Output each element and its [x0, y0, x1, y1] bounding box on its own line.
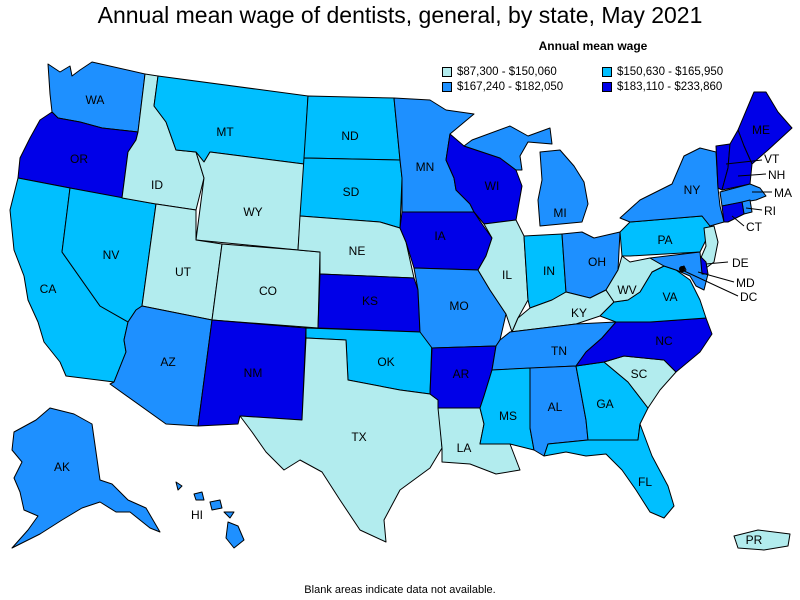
label-nh: NH [768, 168, 785, 182]
label-fl: FL [638, 475, 652, 489]
label-ne: NE [349, 244, 366, 258]
label-sc: SC [631, 367, 648, 381]
legend-label-4: $183,110 - $233,860 [617, 81, 723, 93]
legend-item-3: $167,240 - $182,050 [442, 81, 563, 93]
state-hi[interactable] [175, 481, 245, 549]
label-in: IN [543, 264, 555, 278]
label-sd: SD [343, 185, 360, 199]
label-dc: DC [740, 290, 758, 304]
label-va: VA [662, 290, 677, 304]
label-mt: MT [216, 125, 234, 139]
state-nj[interactable] [699, 225, 719, 269]
label-nd: ND [341, 129, 359, 143]
label-co: CO [259, 284, 277, 298]
legend-label-3: $167,240 - $182,050 [457, 81, 564, 93]
state-pr[interactable] [733, 529, 791, 551]
label-ny: NY [684, 183, 701, 197]
label-de: DE [732, 256, 749, 270]
legend-item-4: $183,110 - $233,860 [602, 81, 722, 93]
state-ak[interactable] [11, 407, 161, 549]
label-ar: AR [453, 367, 470, 381]
label-il: IL [502, 268, 512, 282]
legend-swatch-4 [602, 82, 612, 92]
map-title: Annual mean wage of dentists, general, b… [97, 2, 703, 28]
label-mo: MO [449, 299, 468, 313]
label-leaders [681, 159, 772, 297]
label-pr: PR [746, 533, 763, 547]
label-ca: CA [40, 282, 57, 296]
label-wi: WI [485, 179, 500, 193]
label-la: LA [457, 441, 472, 455]
label-ks: KS [362, 294, 378, 308]
label-ct: CT [746, 220, 763, 234]
state-wy[interactable] [195, 151, 305, 251]
legend-item-1: $87,300 - $150,060 [442, 66, 557, 78]
label-mn: MN [416, 160, 435, 174]
state-ny[interactable] [619, 147, 725, 227]
label-ok: OK [377, 355, 394, 369]
label-md: MD [736, 276, 755, 290]
legend-swatch-1 [442, 67, 452, 77]
label-ms: MS [499, 409, 517, 423]
state-il[interactable] [477, 219, 529, 333]
label-me: ME [752, 123, 770, 137]
label-tx: TX [351, 430, 366, 444]
state-ia[interactable] [399, 211, 493, 271]
label-wy: WY [243, 205, 262, 219]
label-az: AZ [160, 355, 175, 369]
label-ak: AK [54, 460, 70, 474]
label-hi: HI [191, 508, 203, 522]
legend-swatch-2 [602, 67, 612, 77]
label-ma: MA [774, 186, 792, 200]
state-ct[interactable] [721, 201, 745, 223]
state-nh[interactable] [721, 129, 753, 191]
label-wa: WA [86, 93, 105, 107]
legend-title: Annual mean wage [538, 39, 648, 53]
label-ri: RI [764, 204, 776, 218]
label-id: ID [151, 178, 163, 192]
label-al: AL [548, 400, 563, 414]
label-vt: VT [764, 152, 780, 166]
state-nd[interactable] [303, 95, 401, 161]
label-ga: GA [596, 397, 613, 411]
legend-item-2: $150,630 - $165,950 [602, 66, 723, 78]
label-mi: MI [553, 206, 566, 220]
label-or: OR [70, 152, 88, 166]
label-nv: NV [103, 248, 120, 262]
label-nc: NC [655, 334, 673, 348]
legend-label-1: $87,300 - $150,060 [457, 66, 557, 78]
footnote: Blank areas indicate data not available. [304, 584, 496, 596]
state-fl[interactable] [543, 423, 675, 519]
label-ky: KY [571, 306, 587, 320]
legend-label-2: $150,630 - $165,950 [617, 66, 724, 78]
state-tx[interactable] [239, 337, 443, 543]
label-nm: NM [244, 366, 263, 380]
legend-swatch-3 [442, 82, 452, 92]
state-mi[interactable] [463, 125, 589, 227]
label-wv: WV [617, 283, 636, 297]
label-ia: IA [434, 229, 445, 243]
label-oh: OH [588, 255, 606, 269]
label-pa: PA [657, 233, 672, 247]
state-md[interactable] [649, 251, 709, 291]
label-tn: TN [551, 344, 567, 358]
state-labels: WA OR CA ID NV MT WY UT AZ CO NM ND SD N… [40, 93, 792, 547]
label-ut: UT [175, 265, 192, 279]
